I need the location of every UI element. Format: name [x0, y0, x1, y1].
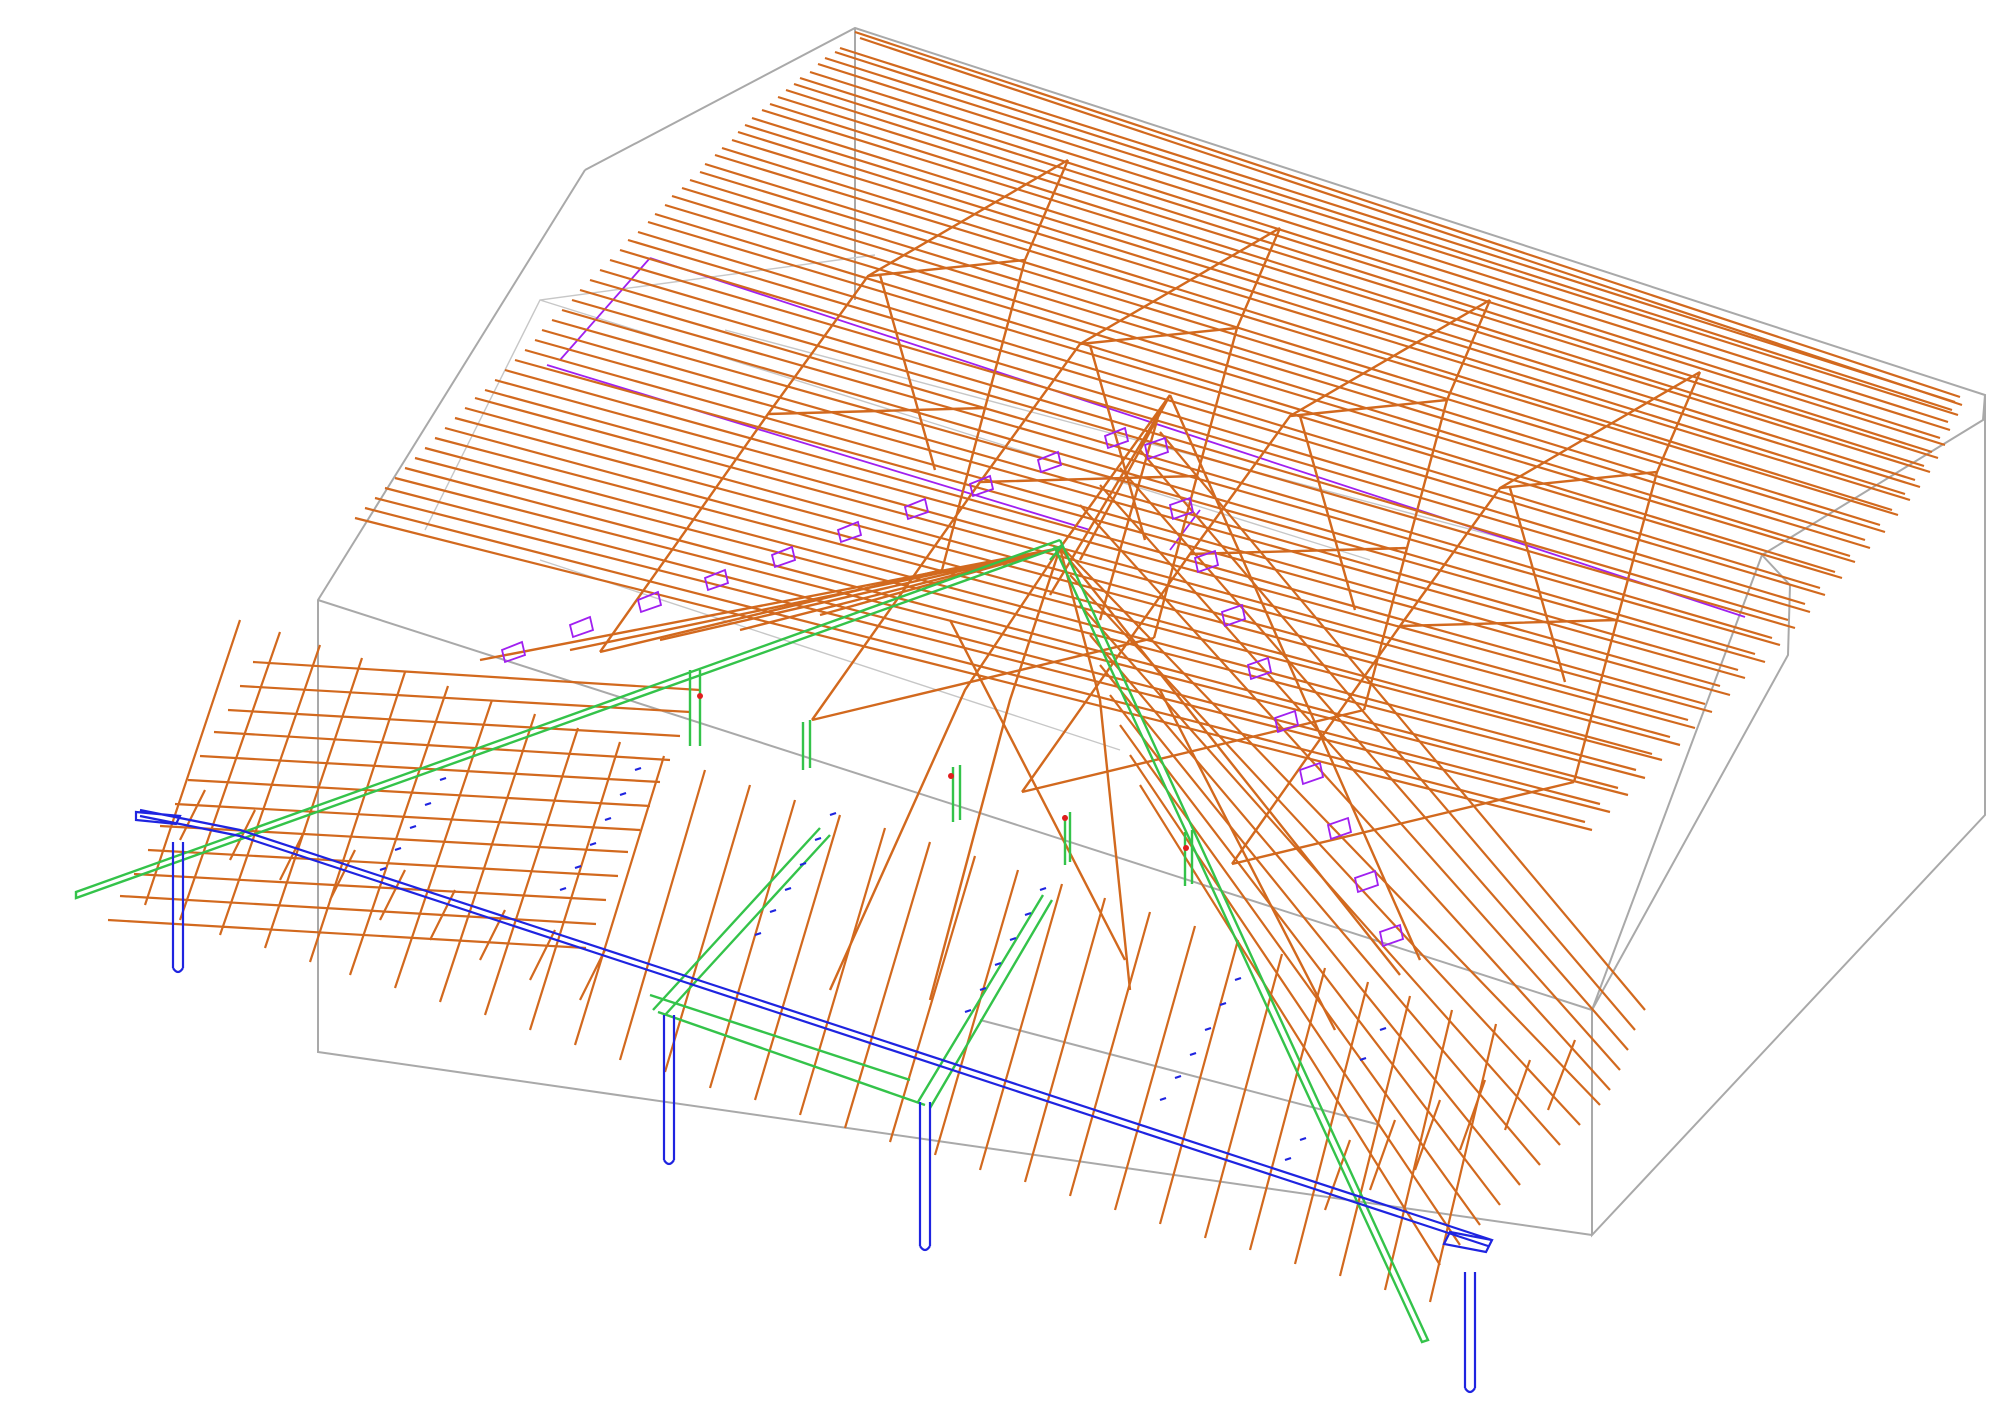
- hip-support-frame: [649, 670, 1194, 1109]
- hip-rafters: [74, 538, 1430, 1344]
- left-hip-rafter: [74, 538, 1063, 900]
- purple-connectors: [500, 426, 1405, 948]
- trusses: [599, 158, 1702, 1031]
- main-roof-rafters: [354, 30, 1963, 832]
- eave-beam: [134, 808, 1494, 1254]
- steel-posts: [134, 766, 1494, 1394]
- front-jack-rafters: [107, 619, 1498, 1303]
- right-hip-rafter: [1052, 539, 1430, 1344]
- red-connector-marks: [697, 693, 1189, 851]
